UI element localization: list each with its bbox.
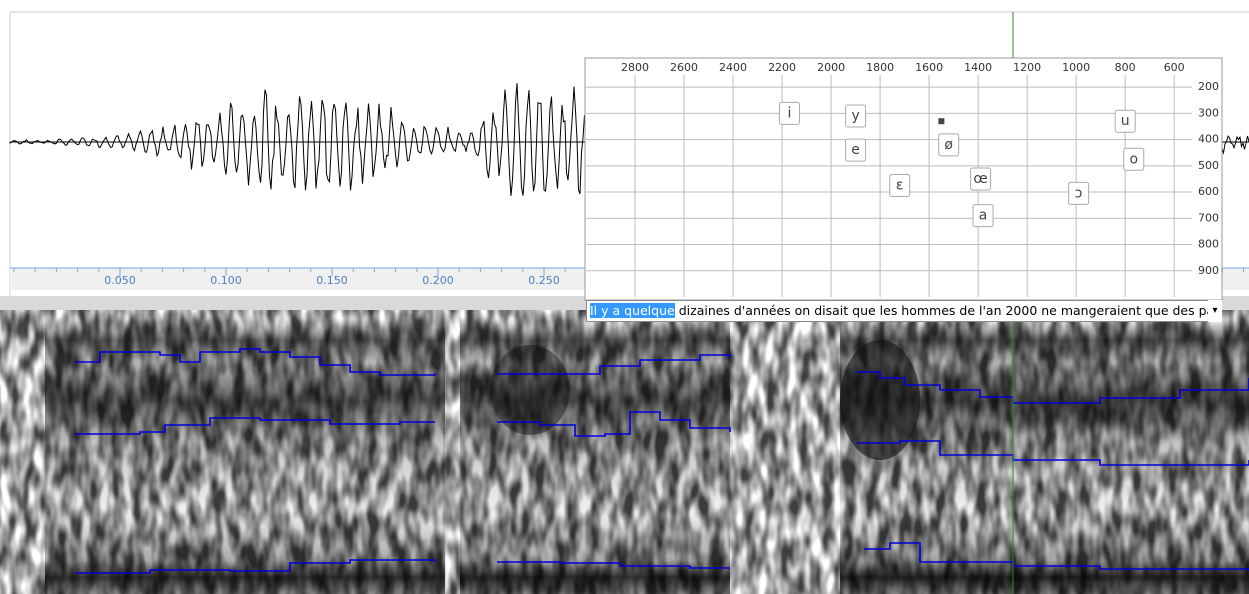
vowel-chart: 2800 2600 2400 2200 2000 1800 1600 1400 1200 1000… [585,58,1222,300]
y-tick-label: 400 [1198,133,1219,146]
time-tick-label: 0.200 [422,274,454,287]
vowel-label: ɛ [896,178,904,194]
y-tick-label: 700 [1198,211,1219,224]
time-tick-label: 0.250 [528,274,560,287]
dropdown-arrow[interactable]: ▾ [1208,300,1222,322]
time-tick-label: 0.100 [210,274,242,287]
x-tick-label: 2800 [621,61,649,74]
vowel-label: œ [973,171,987,187]
x-tick-label: 1000 [1062,61,1090,74]
vowel-marker [938,118,944,124]
x-tick-label: 1200 [1013,61,1041,74]
app-window: 0.050 0.100 0.150 0.200 0.250 2800 2600 2400 22… [0,0,1249,594]
x-tick-label: 1400 [964,61,992,74]
x-tick-label: 600 [1164,61,1185,74]
x-tick-label: 800 [1115,61,1136,74]
x-tick-label: 2200 [768,61,796,74]
x-tick-label: 2600 [670,61,698,74]
spectrogram-burst [840,340,920,460]
y-tick-label: 900 [1198,264,1219,277]
time-tick-label: 0.050 [104,274,136,287]
spectrogram [0,310,1249,594]
vowel-label: ɔ [1075,185,1083,201]
vowel-label: ø [944,137,953,153]
analysis-view: 0.050 0.100 0.150 0.200 0.250 2800 2600 2400 22… [0,0,1249,594]
x-tick-label: 1800 [866,61,894,74]
time-tick-label: 0.150 [316,274,348,287]
vowel-label: u [1121,113,1130,129]
vowel-label: o [1129,151,1138,167]
x-tick-label: 1600 [915,61,943,74]
y-tick-label: 300 [1198,106,1219,119]
sentence-text[interactable]: dizaines d'années on disait que les homm… [679,303,1222,318]
sentence-selector[interactable]: Il y a quelque dizaines d'années on disai… [586,300,1222,322]
vowel-label: a [979,208,988,224]
y-tick-label: 600 [1198,185,1219,198]
x-tick-label: 2400 [719,61,747,74]
y-tick-label: 200 [1198,80,1219,93]
y-tick-label: 800 [1198,238,1219,251]
vowel-label: i [787,105,791,121]
vowel-label: e [851,142,860,158]
y-tick-label: 500 [1198,159,1219,172]
selected-text[interactable]: Il y a quelque [590,303,675,318]
spectrogram-texture [0,310,1249,594]
vowel-label: y [851,108,859,124]
x-tick-label: 2000 [817,61,845,74]
